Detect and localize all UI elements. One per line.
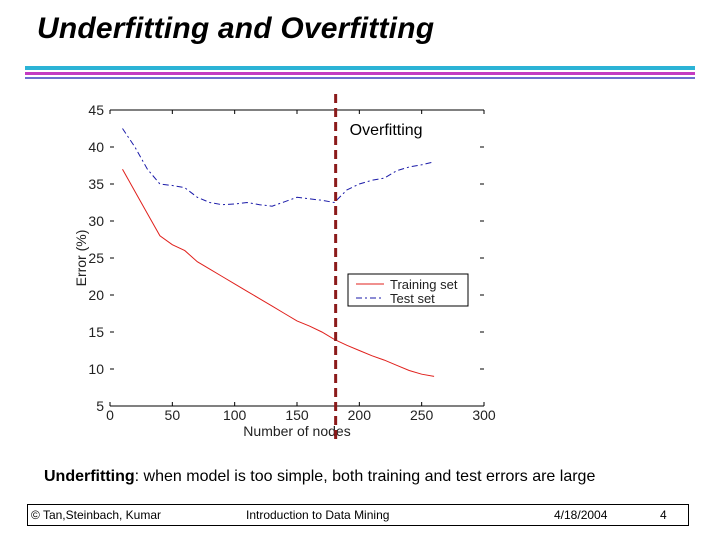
axes-layer: 5 10 15 20 25 30 35 40 45 0 50 100 150 200 250 300 Numbe… bbox=[73, 102, 496, 439]
y-tick-label: 25 bbox=[88, 250, 104, 266]
footer-date: 4/18/2004 bbox=[554, 508, 608, 522]
x-tick-label: 50 bbox=[165, 407, 181, 423]
x-tick-label: 250 bbox=[410, 407, 434, 423]
y-tick-label: 15 bbox=[88, 324, 104, 340]
x-tick-label: 150 bbox=[285, 407, 309, 423]
y-tick-label: 40 bbox=[88, 139, 104, 155]
legend-label: Test set bbox=[390, 291, 435, 306]
x-axis-label: Number of nodes bbox=[243, 423, 350, 439]
x-tick-label: 0 bbox=[106, 407, 114, 423]
test-set-line bbox=[122, 128, 435, 207]
y-tick-label: 35 bbox=[88, 176, 104, 192]
title-rule-blue bbox=[25, 77, 695, 79]
footer-course: Introduction to Data Mining bbox=[246, 508, 390, 522]
caption-text: : when model is too simple, both trainin… bbox=[134, 468, 596, 485]
error-chart: 5 10 15 20 25 30 35 40 45 0 50 100 150 200 250 300 Numbe… bbox=[73, 94, 496, 440]
training-set-line bbox=[122, 168, 435, 377]
x-tick-label: 200 bbox=[348, 407, 372, 423]
caption-term: Underfitting bbox=[44, 468, 135, 485]
footer-author: © Tan,Steinbach, Kumar bbox=[31, 508, 162, 522]
slide-title: Underfitting and Overfitting bbox=[37, 12, 435, 45]
y-axis-label: Error (%) bbox=[73, 230, 89, 287]
title-rule-cyan bbox=[25, 66, 695, 70]
slide-caption: Underfitting: when model is too simple, … bbox=[44, 468, 595, 486]
y-tick-label: 10 bbox=[88, 361, 104, 377]
x-tick-label: 100 bbox=[223, 407, 247, 423]
y-tick-label: 45 bbox=[88, 102, 104, 118]
slide-footer: © Tan,Steinbach, Kumar Introduction to D… bbox=[27, 504, 689, 526]
overfitting-marker-layer: Overfitting bbox=[334, 94, 423, 440]
y-tick-label: 5 bbox=[96, 398, 104, 414]
x-tick-label: 300 bbox=[472, 407, 496, 423]
footer-page-number: 4 bbox=[660, 508, 667, 522]
title-rule-magenta bbox=[25, 72, 695, 75]
overfitting-annotation: Overfitting bbox=[350, 122, 423, 139]
y-tick-label: 30 bbox=[88, 213, 104, 229]
series-layer bbox=[122, 128, 435, 377]
legend-box bbox=[347, 273, 469, 307]
legend-label: Training set bbox=[390, 277, 458, 292]
y-tick-label: 20 bbox=[88, 287, 104, 303]
